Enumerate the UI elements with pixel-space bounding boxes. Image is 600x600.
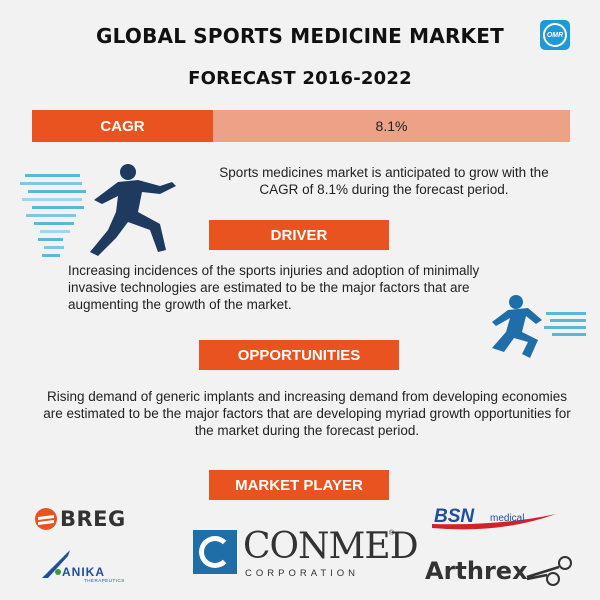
- bsn-subtitle: medical: [490, 513, 525, 524]
- page-subtitle: FORECAST 2016-2022: [188, 68, 412, 89]
- conmed-subtitle: CORPORATION: [245, 568, 360, 579]
- driver-label: DRIVER: [209, 220, 389, 250]
- bsn-swoosh-icon: [432, 514, 556, 530]
- omr-logo-text: OMR: [543, 23, 567, 47]
- sprinter-icon: [20, 164, 176, 257]
- anika-logo: ANIKA THERAPEUTICS: [40, 548, 155, 586]
- omr-logo-icon: OMR: [540, 20, 570, 50]
- bsn-name: BSN: [434, 506, 475, 527]
- registered-icon: ®: [389, 530, 395, 537]
- cagr-value: 8.1%: [213, 110, 570, 142]
- opportunities-description: Rising demand of generic implants and in…: [43, 389, 571, 438]
- anika-subtitle: THERAPEUTICS: [84, 578, 125, 583]
- anika-mark-icon: [42, 550, 70, 578]
- conmed-mark-icon: [193, 530, 237, 574]
- arthrex-instrument-icon: [526, 556, 572, 586]
- market-player-label: MARKET PLAYER: [209, 470, 389, 500]
- breg-mark-icon: [35, 508, 57, 530]
- arthrex-name: Arthrex: [425, 557, 528, 585]
- page-title: GLOBAL SPORTS MEDICINE MARKET: [96, 24, 504, 48]
- breg-logo: BREG: [34, 505, 159, 533]
- bsn-logo: BSN medical: [430, 504, 558, 532]
- cagr-label: CAGR: [32, 110, 213, 142]
- driver-description: Increasing incidences of the sports inju…: [68, 263, 480, 312]
- conmed-name: CONMED: [243, 526, 419, 567]
- opportunities-label: OPPORTUNITIES: [199, 340, 399, 370]
- breg-name: BREG: [60, 507, 126, 531]
- cagr-bar: CAGR 8.1%: [32, 110, 570, 142]
- cagr-description: Sports medicines market is anticipated t…: [219, 165, 549, 197]
- anika-name: ANIKA: [62, 565, 105, 579]
- conmed-logo: CONMED CORPORATION ®: [193, 526, 419, 582]
- runner-icon: [492, 295, 586, 358]
- arthrex-logo: Arthrex: [425, 553, 575, 589]
